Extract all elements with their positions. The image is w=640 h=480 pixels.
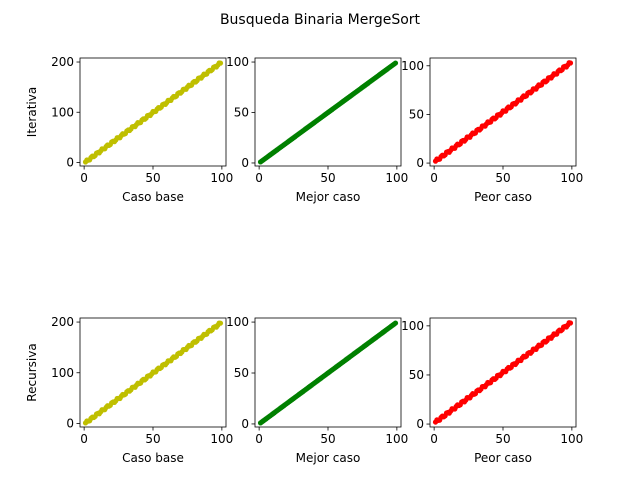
x-tick-label: 100 bbox=[210, 432, 233, 446]
data-point bbox=[392, 60, 399, 66]
x-axis-label: Mejor caso bbox=[296, 451, 361, 465]
x-axis-label: Peor caso bbox=[474, 451, 532, 465]
subplot-2-2: 0 50 100 0 50 100 Mejor caso bbox=[226, 315, 408, 465]
y-tick-label: 50 bbox=[234, 106, 249, 120]
y-tick-label: 100 bbox=[226, 55, 249, 69]
subplot-grid: 0 50 100 0 100 200 Caso base Iterativa 0 50 100 0 50… bbox=[25, 55, 583, 465]
x-tick-label: 100 bbox=[385, 432, 408, 446]
subplot-1-2: 0 50 100 0 50 100 Mejor caso bbox=[226, 55, 408, 204]
y-tick-label: 50 bbox=[234, 366, 249, 380]
y-axis-label: Iterativa bbox=[25, 87, 39, 137]
y-tick-label: 0 bbox=[416, 417, 424, 431]
scatter-series bbox=[432, 320, 574, 425]
y-tick-label: 100 bbox=[51, 366, 74, 380]
data-point bbox=[567, 320, 574, 326]
x-axis-label: Mejor caso bbox=[296, 190, 361, 204]
x-tick-label: 100 bbox=[385, 171, 408, 185]
scatter-series bbox=[432, 60, 574, 164]
y-tick-label: 0 bbox=[66, 155, 74, 169]
subplot-1-1: 0 50 100 0 100 200 Caso base Iterativa bbox=[25, 55, 233, 204]
x-tick-label: 50 bbox=[320, 171, 335, 185]
x-tick-label: 0 bbox=[430, 432, 438, 446]
x-tick-label: 50 bbox=[320, 432, 335, 446]
scatter-series bbox=[257, 60, 399, 165]
y-tick-label: 0 bbox=[241, 417, 249, 431]
x-tick-label: 0 bbox=[430, 171, 438, 185]
data-point bbox=[392, 320, 399, 326]
y-tick-label: 0 bbox=[241, 156, 249, 170]
x-tick-label: 0 bbox=[255, 432, 263, 446]
y-tick-label: 50 bbox=[409, 107, 424, 121]
x-tick-label: 50 bbox=[495, 171, 510, 185]
data-point bbox=[567, 60, 574, 66]
x-axis-label: Caso base bbox=[122, 451, 184, 465]
y-tick-label: 100 bbox=[51, 105, 74, 119]
x-tick-label: 0 bbox=[80, 432, 88, 446]
subplot-2-3: 0 50 100 0 50 100 Peor caso bbox=[401, 317, 583, 465]
y-tick-label: 0 bbox=[416, 156, 424, 170]
y-tick-label: 200 bbox=[51, 55, 74, 69]
scatter-series bbox=[82, 60, 224, 165]
x-axis-label: Peor caso bbox=[474, 190, 532, 204]
scatter-series bbox=[257, 320, 399, 426]
x-tick-label: 0 bbox=[255, 171, 263, 185]
y-tick-label: 100 bbox=[401, 59, 424, 73]
x-axis-label: Caso base bbox=[122, 190, 184, 204]
y-tick-label: 0 bbox=[66, 416, 74, 430]
data-point bbox=[217, 60, 224, 66]
y-tick-label: 200 bbox=[51, 315, 74, 329]
x-tick-label: 100 bbox=[560, 171, 583, 185]
y-tick-label: 100 bbox=[401, 319, 424, 333]
x-tick-label: 50 bbox=[145, 171, 160, 185]
figure-title: Busqueda Binaria MergeSort bbox=[220, 12, 421, 28]
x-tick-label: 50 bbox=[145, 432, 160, 446]
x-tick-label: 100 bbox=[210, 171, 233, 185]
y-tick-label: 100 bbox=[226, 315, 249, 329]
data-point bbox=[217, 320, 224, 326]
x-tick-label: 0 bbox=[80, 171, 88, 185]
scatter-series bbox=[82, 320, 224, 426]
y-tick-label: 50 bbox=[409, 368, 424, 382]
x-tick-label: 100 bbox=[560, 432, 583, 446]
subplot-2-1: 0 50 100 0 100 200 Caso base Recursiva bbox=[25, 315, 233, 465]
x-tick-label: 50 bbox=[495, 432, 510, 446]
subplot-1-3: 0 50 100 0 50 100 Peor caso bbox=[401, 57, 583, 204]
y-axis-label: Recursiva bbox=[25, 343, 39, 401]
